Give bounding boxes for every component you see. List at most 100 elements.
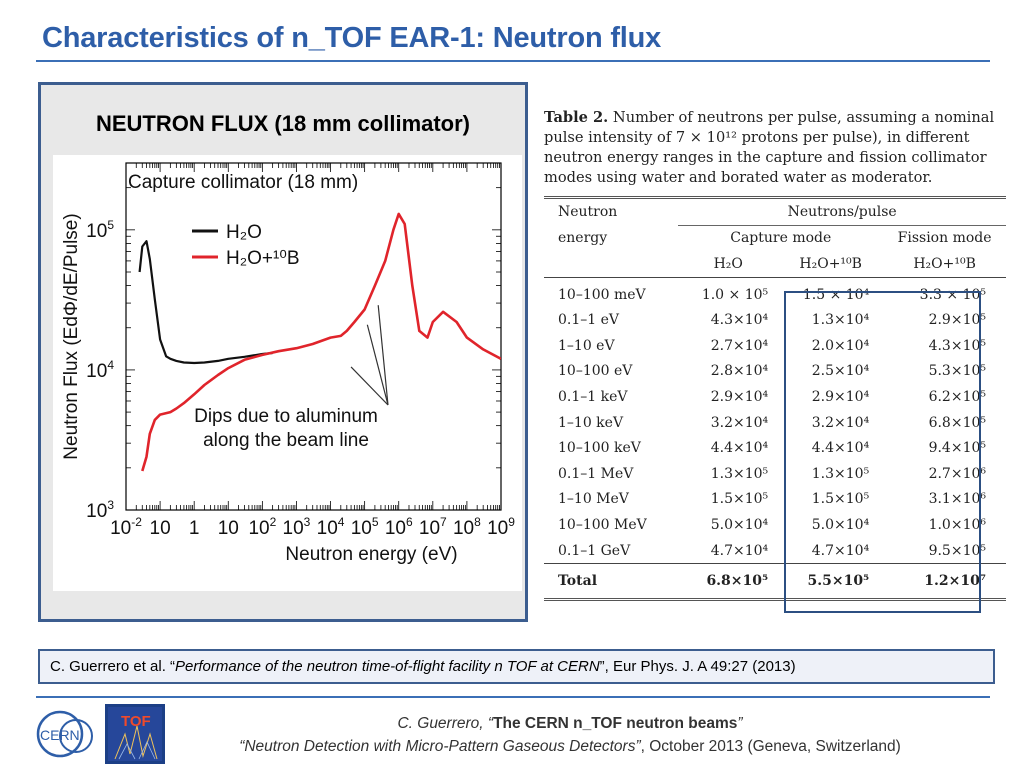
- annotation-arrow: [366, 324, 389, 406]
- table-cell-value: 1.3×10⁴: [811, 312, 870, 329]
- table-cell-value: 2.8×10⁴: [710, 363, 769, 380]
- table-col-h2o-b: H₂O+¹⁰B: [799, 255, 862, 272]
- legend-label: H₂O+¹⁰B: [226, 248, 300, 269]
- table-cell-value: 4.3×10⁵: [928, 337, 986, 354]
- table-head-energy: energy: [558, 230, 608, 247]
- reference-title: Performance of the neutron time-of-fligh…: [175, 658, 600, 675]
- table-cell-value: 3.3 × 10⁵: [919, 286, 986, 303]
- legend-label: H₂O: [226, 222, 262, 243]
- x-tick-label: 108: [453, 515, 481, 539]
- table-head-fission: Fission mode: [883, 224, 1006, 252]
- highlight-box: [784, 291, 981, 613]
- table-cell-value: 5.0×10⁴: [710, 516, 769, 533]
- table-row: 0.1–1 eV 4.3×10⁴ 1.3×10⁴ 2.9×10⁵: [544, 307, 1006, 333]
- table-cell-value: 2.7×10⁴: [710, 337, 769, 354]
- table-cell-energy: 1–10 MeV: [558, 491, 629, 508]
- table-caption: Table 2. Number of neutrons per pulse, a…: [544, 108, 1006, 188]
- neutron-table-area: Table 2. Number of neutrons per pulse, a…: [544, 108, 1006, 601]
- footer-date-place: , October 2013 (Geneva, Switzerland): [640, 738, 901, 755]
- x-tick-label: 107: [419, 515, 447, 539]
- table-total-value: 6.8×10⁵: [706, 573, 769, 590]
- table-cell-energy: 1–10 eV: [558, 337, 615, 354]
- x-tick-label: 106: [385, 515, 413, 539]
- y-axis-label: Neutron Flux (EdΦ/dE/Pulse): [61, 213, 82, 459]
- x-tick-label: 105: [351, 515, 379, 539]
- x-axis-label: Neutron energy (eV): [285, 544, 457, 565]
- table-cell-value: 2.7×10⁶: [928, 465, 986, 482]
- title-divider: [36, 60, 990, 62]
- table-cell-value: 3.2×10⁴: [710, 414, 769, 431]
- table-cell-energy: 10–100 MeV: [558, 516, 647, 533]
- table-cell-value: 1.0×10⁶: [928, 516, 986, 533]
- table-head-neutrons-pulse: Neutrons/pulse: [787, 203, 897, 220]
- table-row: 10–100 keV 4.4×10⁴ 4.4×10⁴ 9.4×10⁵: [544, 435, 1006, 461]
- table-row: 10–100 eV 2.8×10⁴ 2.5×10⁴ 5.3×10⁵: [544, 359, 1006, 385]
- table-col-h2o: H₂O: [713, 255, 743, 272]
- table-cell-value: 2.9×10⁴: [811, 388, 870, 405]
- annotation-arrow: [350, 366, 389, 406]
- table-cell-energy: 0.1–1 eV: [558, 312, 620, 329]
- table-cell-value: 3.2×10⁴: [811, 414, 870, 431]
- table-total-row: Total 6.8×10⁵ 5.5×10⁵ 1.2×10⁷: [544, 563, 1006, 600]
- table-cell-value: 1.3×10⁵: [811, 465, 870, 482]
- table-cell-value: 5.0×10⁴: [811, 516, 870, 533]
- table-total-value: 5.5×10⁵: [807, 573, 870, 590]
- table-cell-value: 9.5×10⁵: [928, 542, 986, 559]
- y-tick-label: 104: [86, 358, 114, 382]
- annotation-arrow: [377, 305, 389, 406]
- series-h2o-line: [138, 240, 273, 365]
- table-row: 10–100 meV 1.0 × 10⁵ 1.5 × 10⁴ 3.3 × 10⁵: [544, 277, 1006, 307]
- flux-plot-container: 10-2 10 1 10 102 103 104 105 106 107 108 109 105 104 1…: [53, 155, 522, 591]
- table-cell-value: 4.4×10⁴: [811, 440, 870, 457]
- table-caption-label: Table 2.: [544, 109, 609, 126]
- table-caption-text: Number of neutrons per pulse, assuming a…: [544, 109, 995, 186]
- table-head-neutron: Neutron: [558, 204, 618, 221]
- table-cell-value: 2.9×10⁴: [710, 388, 769, 405]
- table-cell-value: 4.4×10⁴: [710, 440, 769, 457]
- annotation-text: Dips due to aluminum: [194, 406, 378, 427]
- x-tick-label: 103: [283, 515, 311, 539]
- table-cell-value: 6.8×10⁵: [928, 414, 986, 431]
- table-cell-energy: 10–100 keV: [558, 440, 641, 457]
- series-h2o-b10-line: [141, 212, 501, 472]
- annotation-text: along the beam line: [203, 430, 369, 451]
- flux-chart: 10-2 10 1 10 102 103 104 105 106 107 108 1091051041…: [61, 162, 515, 565]
- x-tick-label: 10: [218, 518, 239, 539]
- footer-divider: [36, 696, 990, 698]
- table-cell-energy: 0.1–1 keV: [558, 388, 628, 405]
- table-cell-energy: 1–10 keV: [558, 414, 624, 431]
- table-cell-energy: 10–100 meV: [558, 286, 646, 303]
- chart-title: Capture collimator (18 mm): [128, 172, 358, 193]
- table-total-value: 1.2×10⁷: [924, 573, 986, 590]
- table-cell-energy: 0.1–1 MeV: [558, 465, 634, 482]
- table-row: 10–100 MeV 5.0×10⁴ 5.0×10⁴ 1.0×10⁶: [544, 512, 1006, 538]
- table-cell-value: 3.1×10⁶: [928, 491, 986, 508]
- reference-box: C. Guerrero et al. “Performance of the n…: [38, 649, 995, 684]
- ntof-logo-text: TOF: [121, 713, 151, 730]
- table-cell-value: 2.0×10⁴: [811, 337, 870, 354]
- table-cell-value: 1.5×10⁵: [710, 491, 769, 508]
- footer-author: C. Guerrero, “: [397, 715, 494, 732]
- table-cell-value: 1.0 × 10⁵: [701, 286, 769, 303]
- footer: C. Guerrero, “The CERN n_TOF neutron bea…: [170, 712, 970, 758]
- x-tick-label: 10-2: [110, 515, 142, 539]
- table-cell-value: 4.7×10⁴: [811, 542, 870, 559]
- table-cell-value: 4.3×10⁴: [710, 312, 769, 329]
- reference-prefix: C. Guerrero et al. “: [50, 658, 176, 675]
- table-head-capture: Capture mode: [678, 224, 884, 252]
- x-tick-label: 10: [150, 518, 171, 539]
- footer-talk: The CERN n_TOF neutron beams: [493, 715, 738, 732]
- reference-suffix: ”, Eur Phys. J. A 49:27 (2013): [599, 658, 796, 675]
- plot-frame: [125, 162, 502, 511]
- x-tick-label: 102: [248, 515, 276, 539]
- table-cell-value: 6.2×10⁵: [928, 388, 986, 405]
- table-cell-value: 1.5×10⁵: [811, 491, 870, 508]
- table-cell-value: 2.5×10⁴: [811, 363, 870, 380]
- table-cell-value: 9.4×10⁵: [928, 440, 986, 457]
- table-row: 0.1–1 MeV 1.3×10⁵ 1.3×10⁵ 2.7×10⁶: [544, 461, 1006, 487]
- y-tick-label: 103: [86, 498, 114, 522]
- cern-logo: CERN: [36, 710, 93, 758]
- table-row: 0.1–1 keV 2.9×10⁴ 2.9×10⁴ 6.2×10⁵: [544, 384, 1006, 410]
- table-row: 0.1–1 GeV 4.7×10⁴ 4.7×10⁴ 9.5×10⁵: [544, 538, 1006, 564]
- table-cell-value: 1.3×10⁵: [710, 465, 769, 482]
